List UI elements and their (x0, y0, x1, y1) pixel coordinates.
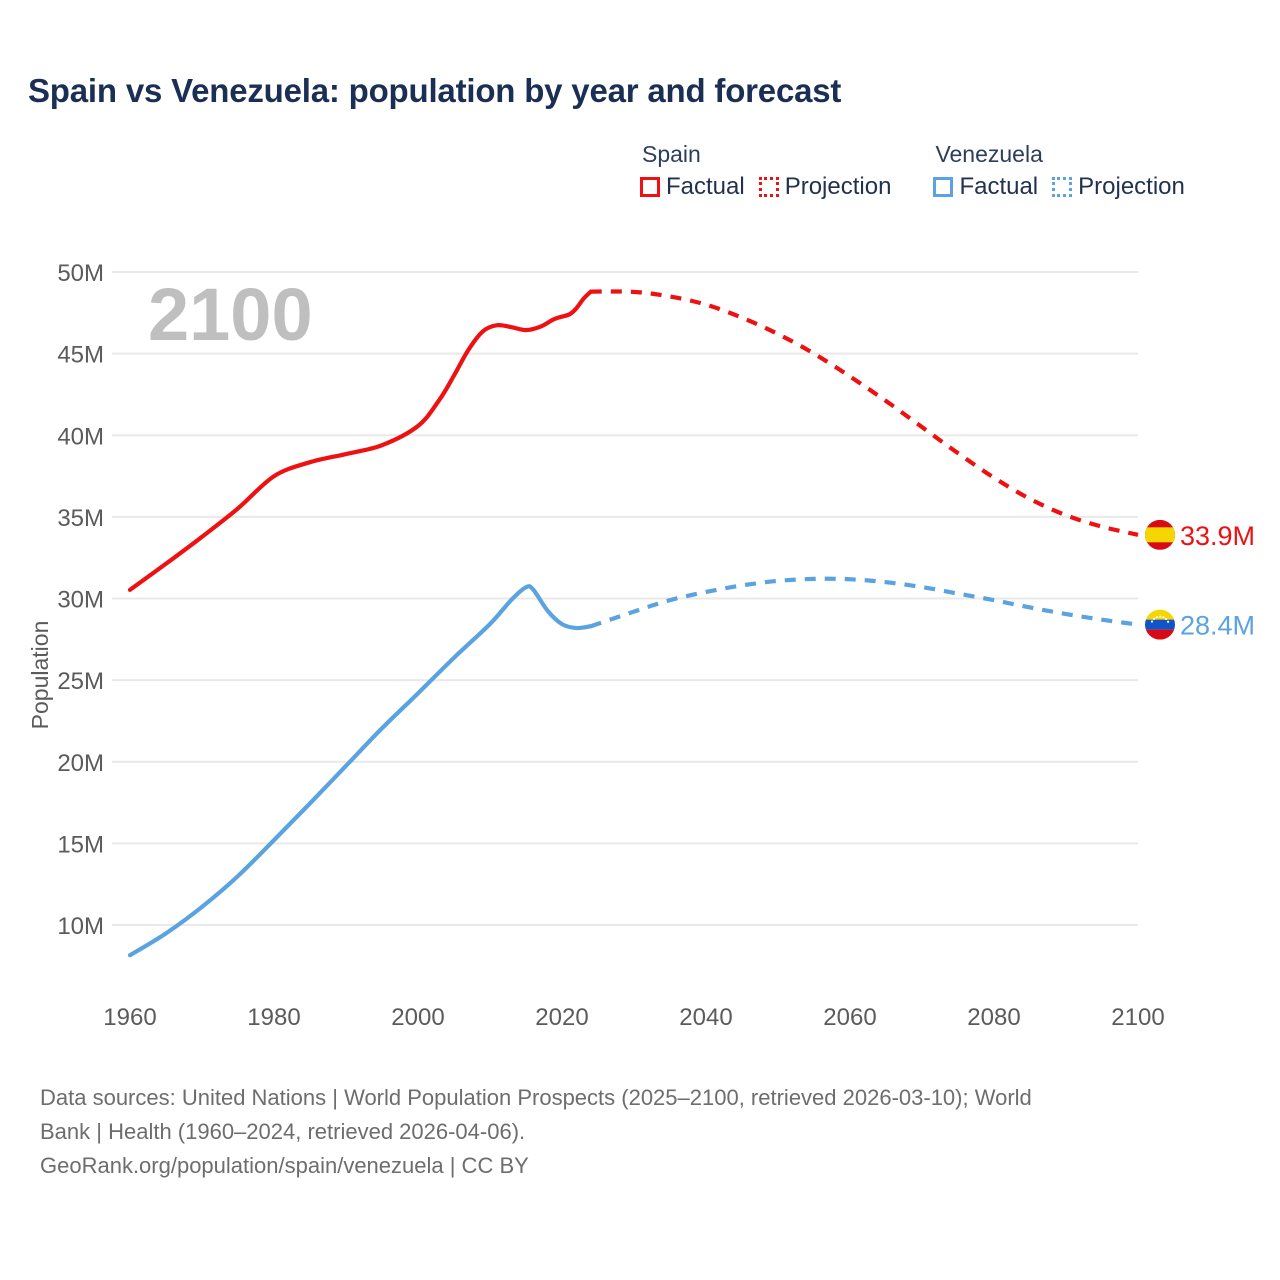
series-line-venezuela-projection (590, 576, 1139, 629)
legend-label-spain-factual: Factual (666, 173, 745, 201)
legend-country-spain: Spain (642, 141, 701, 167)
y-tick-label: 25M (57, 668, 104, 695)
y-tick-label: 20M (57, 750, 104, 777)
legend-swatch-dotted-icon (758, 177, 779, 198)
end-label-venezuela: 28.4M (1180, 611, 1255, 641)
legend-item-venezuela-projection[interactable]: Projection (1052, 173, 1185, 201)
page-title: Spain vs Venezuela: population by year a… (28, 72, 842, 109)
footer-line-2: Bank | Health (1960–2024, retrieved 2026… (40, 1118, 526, 1144)
legend-swatch-solid-icon (933, 177, 954, 198)
legend-label-venezuela-projection: Projection (1078, 173, 1185, 201)
legend-swatch-dotted-icon (1052, 177, 1073, 198)
chart-footer: Data sources: United Nations | World Pop… (40, 1082, 1240, 1184)
population-line-chart: 10M 15M 20M 25M 30M 35M 40M 45M 50M 1960 1980 2000… (27, 260, 1255, 1031)
y-axis-title: Population (27, 621, 53, 730)
y-tick-label: 10M (57, 913, 104, 940)
series-line-venezuela-factual (127, 584, 593, 958)
x-tick-label: 2020 (535, 1004, 588, 1031)
series-paths (127, 289, 1139, 958)
y-tick-label: 15M (57, 831, 104, 858)
y-tick-label: 30M (57, 587, 104, 614)
legend-country-venezuela: Venezuela (935, 141, 1043, 167)
y-tick-label: 50M (57, 260, 104, 287)
legend-row-spain: Factual Projection (640, 173, 891, 201)
spain-flag (1145, 519, 1175, 550)
footer-line-1: Data sources: United Nations | World Pop… (40, 1085, 1032, 1110)
end-label-spain: 33.9M (1180, 521, 1255, 551)
legend-swatch-solid-icon (640, 177, 660, 198)
x-tick-label: 1960 (103, 1004, 156, 1031)
series-endpoints: 33.9M 28.4M (1145, 519, 1255, 641)
y-tick-label: 40M (57, 423, 104, 450)
venezuela-flag (1145, 609, 1175, 640)
legend-label-spain-projection: Projection (784, 173, 892, 201)
x-axis-tick-labels: 1960 1980 2000 2020 2040 2060 2080 2100 (103, 1004, 1164, 1031)
x-tick-label: 2100 (1111, 1004, 1164, 1031)
series-line-spain-factual (127, 289, 593, 592)
legend-item-spain-factual[interactable]: Factual (640, 173, 745, 201)
year-watermark: 2100 (148, 273, 313, 356)
x-tick-label: 1980 (247, 1004, 300, 1031)
legend-row-venezuela: Factual Projection (933, 173, 1185, 201)
x-tick-label: 2080 (967, 1004, 1020, 1031)
x-tick-label: 2040 (679, 1004, 732, 1031)
series-line-spain-projection (590, 289, 1139, 537)
legend-item-venezuela-factual[interactable]: Factual (933, 173, 1038, 201)
y-axis-tick-labels: 10M 15M 20M 25M 30M 35M 40M 45M 50M (57, 260, 104, 940)
chart-legend: Spain Factual Projection Venezuela Factu… (640, 141, 1185, 201)
y-tick-label: 45M (57, 342, 104, 369)
legend-label-venezuela-factual: Factual (959, 173, 1039, 201)
grid-lines (112, 271, 1138, 926)
footer-line-3: GeoRank.org/population/spain/venezuela |… (40, 1152, 529, 1178)
legend-group-venezuela: Venezuela Factual Projection (933, 141, 1185, 201)
y-tick-label: 35M (57, 505, 104, 532)
x-tick-label: 2060 (823, 1004, 876, 1031)
legend-group-spain: Spain Factual Projection (640, 141, 891, 201)
x-tick-label: 2000 (391, 1004, 444, 1031)
legend-item-spain-projection[interactable]: Projection (758, 173, 892, 201)
